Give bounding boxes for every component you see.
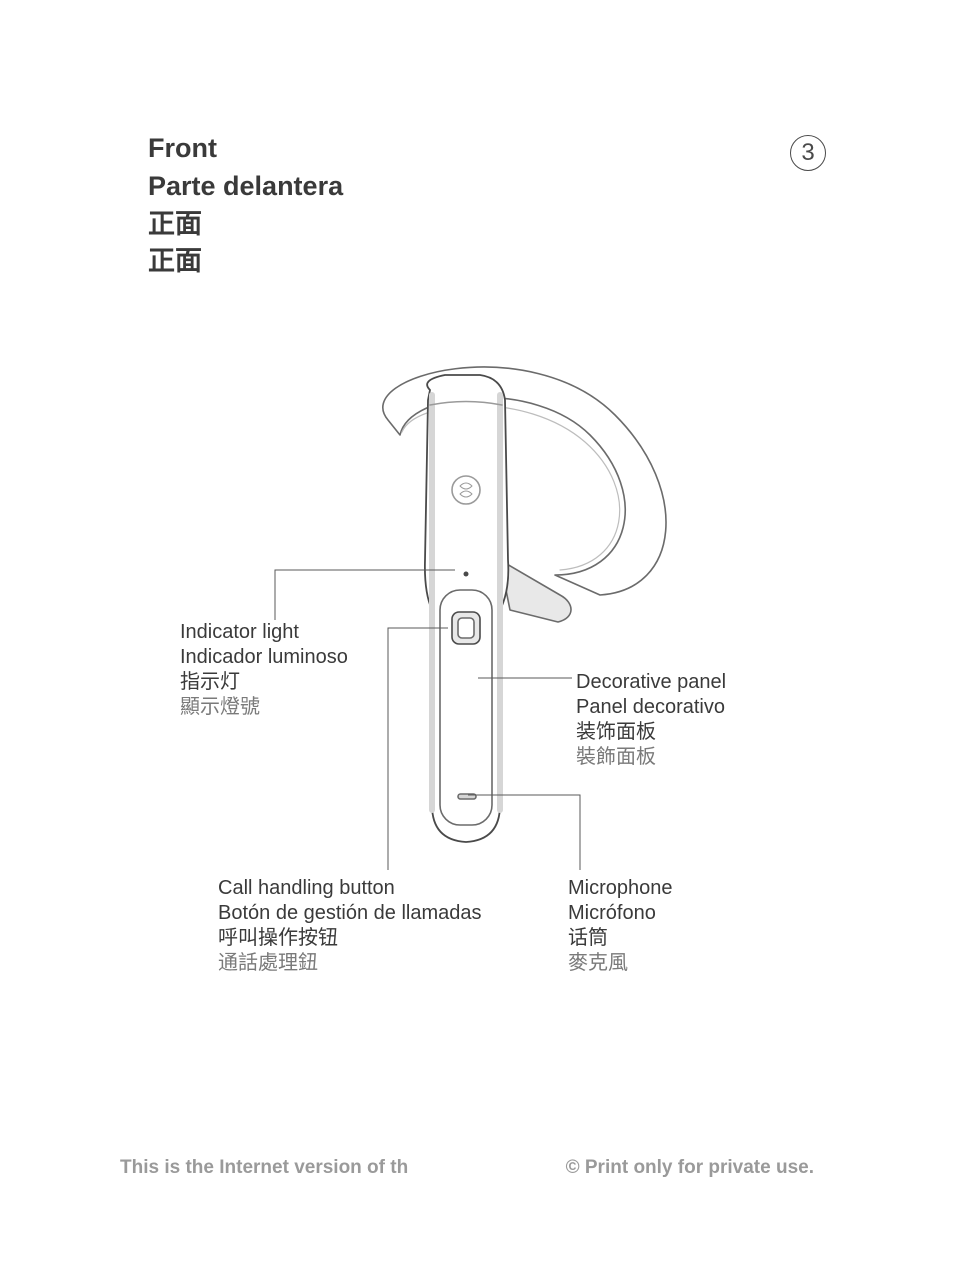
- label-decorative-en: Decorative panel: [576, 670, 726, 695]
- label-call-button: Call handling button Botón de gestión de…: [218, 876, 482, 976]
- label-indicator-es: Indicador luminoso: [180, 645, 348, 670]
- label-mic-zh-tw: 麥克風: [568, 951, 673, 976]
- footer-right: © Print only for private use.: [566, 1157, 814, 1179]
- label-call-zh-cn: 呼叫操作按钮: [218, 926, 482, 951]
- label-mic-es: Micrófono: [568, 901, 673, 926]
- page-number-badge: 3: [790, 135, 826, 171]
- label-call-es: Botón de gestión de llamadas: [218, 901, 482, 926]
- label-call-en: Call handling button: [218, 876, 482, 901]
- headset-illustration: [383, 367, 666, 842]
- label-decorative-zh-cn: 装饰面板: [576, 720, 726, 745]
- footer-left: This is the Internet version of th: [120, 1157, 408, 1179]
- label-indicator-en: Indicator light: [180, 620, 348, 645]
- label-mic-zh-cn: 话筒: [568, 926, 673, 951]
- label-indicator-light: Indicator light Indicador luminoso 指示灯 顯…: [180, 620, 348, 720]
- title-block: Front Parte delantera 正面 正面: [148, 130, 343, 281]
- label-decorative-panel: Decorative panel Panel decorativo 装饰面板 裝…: [576, 670, 726, 770]
- label-indicator-zh-tw: 顯示燈號: [180, 695, 348, 720]
- title-es: Parte delantera: [148, 168, 343, 206]
- label-microphone: Microphone Micrófono 话筒 麥克風: [568, 876, 673, 976]
- footer: This is the Internet version of th © Pri…: [0, 1157, 954, 1179]
- label-call-zh-tw: 通話處理鈕: [218, 951, 482, 976]
- label-decorative-zh-tw: 裝飾面板: [576, 745, 726, 770]
- page-number-text: 3: [801, 139, 814, 167]
- label-indicator-zh-cn: 指示灯: [180, 670, 348, 695]
- title-en: Front: [148, 130, 343, 168]
- label-decorative-es: Panel decorativo: [576, 695, 726, 720]
- label-mic-en: Microphone: [568, 876, 673, 901]
- title-zh-tw: 正面: [148, 243, 343, 281]
- title-zh-cn: 正面: [148, 206, 343, 244]
